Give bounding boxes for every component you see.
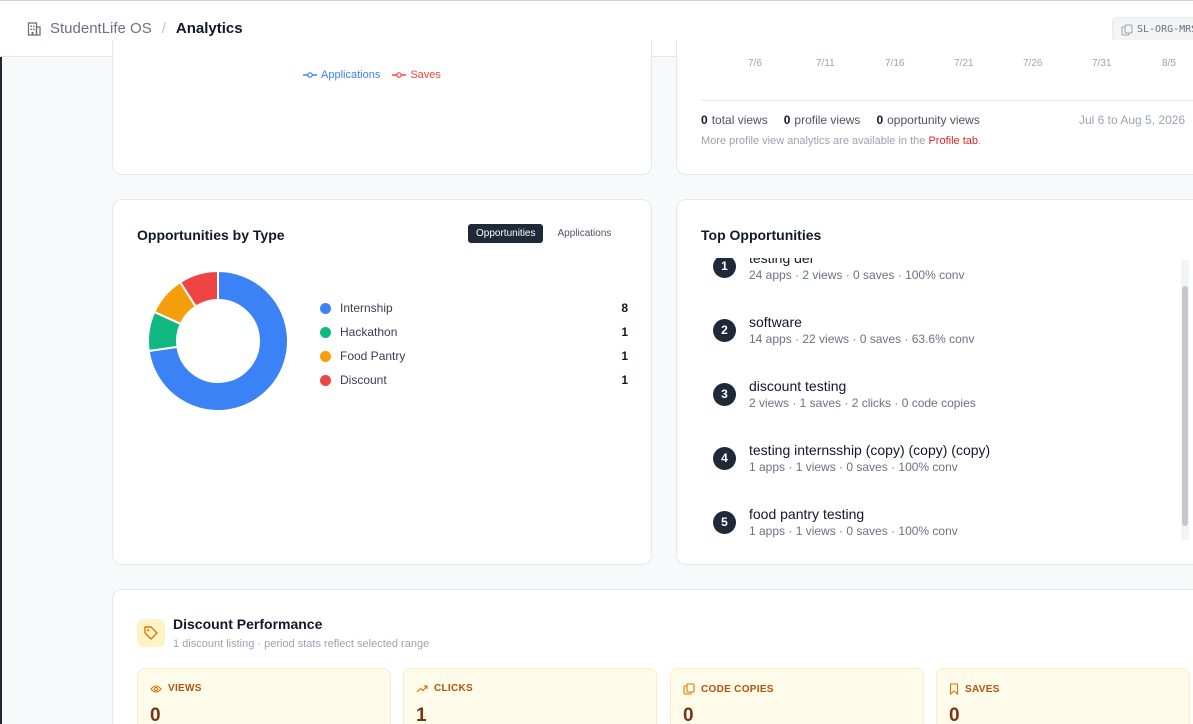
stat-value: 1 <box>416 705 427 724</box>
opportunity-meta: 24 apps · 2 views · 0 saves · 100% conv <box>749 268 965 282</box>
stat-label: SAVES <box>965 683 1000 695</box>
x-tick-label: 7/26 <box>1023 58 1043 69</box>
stat-value: 0 <box>683 705 694 724</box>
stat-label: CODE COPIES <box>701 683 774 695</box>
legend-row-internship[interactable]: Internship 8 <box>320 296 628 320</box>
legend-dot <box>320 326 331 338</box>
x-tick-label: 8/5 <box>1162 58 1176 69</box>
page-title: Analytics <box>175 20 243 37</box>
opportunity-meta: 1 apps · 1 views · 0 saves · 100% conv <box>749 460 958 474</box>
donut-slice-internship[interactable] <box>147 269 289 412</box>
x-tick-label: 7/6 <box>748 58 762 69</box>
opportunity-meta: 2 views · 1 saves · 2 clicks · 0 code co… <box>749 396 976 410</box>
bookmark-icon <box>949 683 959 695</box>
legend-count: 1 <box>621 373 628 387</box>
scrollbar-thumb[interactable] <box>1182 286 1188 526</box>
legend-label: Discount <box>340 373 387 387</box>
line-marker-icon <box>392 72 407 78</box>
legend-row-discount[interactable]: Discount 1 <box>320 368 628 392</box>
rank-badge: 1 <box>713 258 736 278</box>
legend-label: Internship <box>340 301 393 315</box>
legend-item-applications[interactable]: Applications <box>303 69 380 81</box>
stat-card-clicks: CLICKS 1 <box>403 668 657 724</box>
x-tick-label: 7/21 <box>954 58 974 69</box>
opportunity-name[interactable]: food pantry testing <box>749 506 865 522</box>
trend-chart-legend: Applications Saves <box>303 69 441 81</box>
legend-label: Food Pantry <box>340 349 406 363</box>
legend-label: Saves <box>410 69 441 81</box>
profile-tab-link[interactable]: Profile tab <box>928 135 978 147</box>
breadcrumb: StudentLife OS / Analytics <box>26 20 243 37</box>
tag-icon <box>137 619 165 647</box>
section-subtitle: 1 discount listing · period stats reflec… <box>173 638 430 650</box>
stat-label: CLICKS <box>434 683 474 694</box>
opportunity-views-stat: 0 opportunity views <box>876 113 980 127</box>
stat-card-saves: SAVES 0 <box>936 668 1190 724</box>
top-opportunities-card <box>676 199 1193 565</box>
line-marker-icon <box>303 72 317 78</box>
legend-count: 1 <box>621 325 628 339</box>
opportunity-name[interactable]: discount testing <box>749 378 847 394</box>
copy-icon <box>683 683 695 695</box>
legend-count: 8 <box>621 301 628 315</box>
opportunity-name[interactable]: software <box>749 314 802 330</box>
profile-note: More profile view analytics are availabl… <box>701 135 982 147</box>
toggle-applications[interactable]: Applications <box>557 228 612 239</box>
legend-row-food-pantry[interactable]: Food Pantry 1 <box>320 344 628 368</box>
section-title: Discount Performance <box>173 616 323 632</box>
date-range: Jul 6 to Aug 5, 2026 <box>1079 113 1186 127</box>
building-icon <box>27 21 41 36</box>
window-edge <box>0 0 2 724</box>
total-views-stat: 0 total views <box>701 113 768 127</box>
x-tick-label: 7/31 <box>1092 58 1112 69</box>
views-summary: 0 total views 0 profile views 0 opportunity… <box>701 113 980 127</box>
rank-badge: 3 <box>713 383 736 406</box>
legend-count: 1 <box>621 349 628 363</box>
copy-icon <box>1121 24 1133 35</box>
trend-icon <box>416 684 428 692</box>
trend-chart-card <box>112 40 652 175</box>
toggle-opportunities[interactable]: Opportunities <box>468 224 544 243</box>
breadcrumb-separator: / <box>161 20 166 37</box>
donut-slice-discount[interactable] <box>178 269 219 308</box>
rank-badge: 4 <box>713 447 736 470</box>
org-code-badge[interactable]: SL-ORG-MRS <box>1112 17 1193 42</box>
profile-views-card <box>676 40 1193 175</box>
opportunity-name[interactable]: testing del <box>749 258 813 266</box>
rank-badge: 2 <box>713 319 736 342</box>
breadcrumb-org[interactable]: StudentLife OS <box>50 20 152 37</box>
stat-value: 0 <box>949 705 960 724</box>
top-opportunities-list[interactable]: 1 testing del 24 apps · 2 views · 0 save… <box>677 258 1193 540</box>
legend-row-hackathon[interactable]: Hackathon 1 <box>320 320 628 344</box>
card-title: Opportunities by Type <box>137 227 285 243</box>
divider <box>701 100 1193 101</box>
opportunity-meta: 1 apps · 1 views · 0 saves · 100% conv <box>749 524 958 538</box>
rank-badge: 5 <box>713 511 736 534</box>
stat-card-views: VIEWS 0 <box>137 668 391 724</box>
org-code: SL-ORG-MRS <box>1137 24 1193 35</box>
x-tick-label: 7/11 <box>816 58 835 69</box>
type-legend: Internship 8 Hackathon 1 Food Pantry 1 Discoun… <box>320 296 628 392</box>
legend-label: Applications <box>321 69 381 81</box>
stat-label: VIEWS <box>168 683 202 694</box>
profile-views-stat: 0 profile views <box>783 113 861 127</box>
stat-value: 0 <box>150 705 161 724</box>
legend-dot <box>320 350 331 362</box>
legend-dot <box>320 302 331 314</box>
donut-chart <box>147 269 289 412</box>
stat-card-code-copies: CODE COPIES 0 <box>670 668 924 724</box>
opportunity-name[interactable]: testing internsship (copy) (copy) (copy) <box>749 442 991 458</box>
card-title: Top Opportunities <box>701 227 822 243</box>
legend-dot <box>320 374 331 386</box>
type-toggle: Opportunities Applications <box>468 224 619 243</box>
opportunity-meta: 14 apps · 22 views · 0 saves · 63.6% con… <box>749 332 975 346</box>
legend-label: Hackathon <box>340 325 398 339</box>
x-tick-label: 7/16 <box>885 58 905 69</box>
legend-item-saves[interactable]: Saves <box>392 69 441 81</box>
eye-icon <box>150 684 162 693</box>
